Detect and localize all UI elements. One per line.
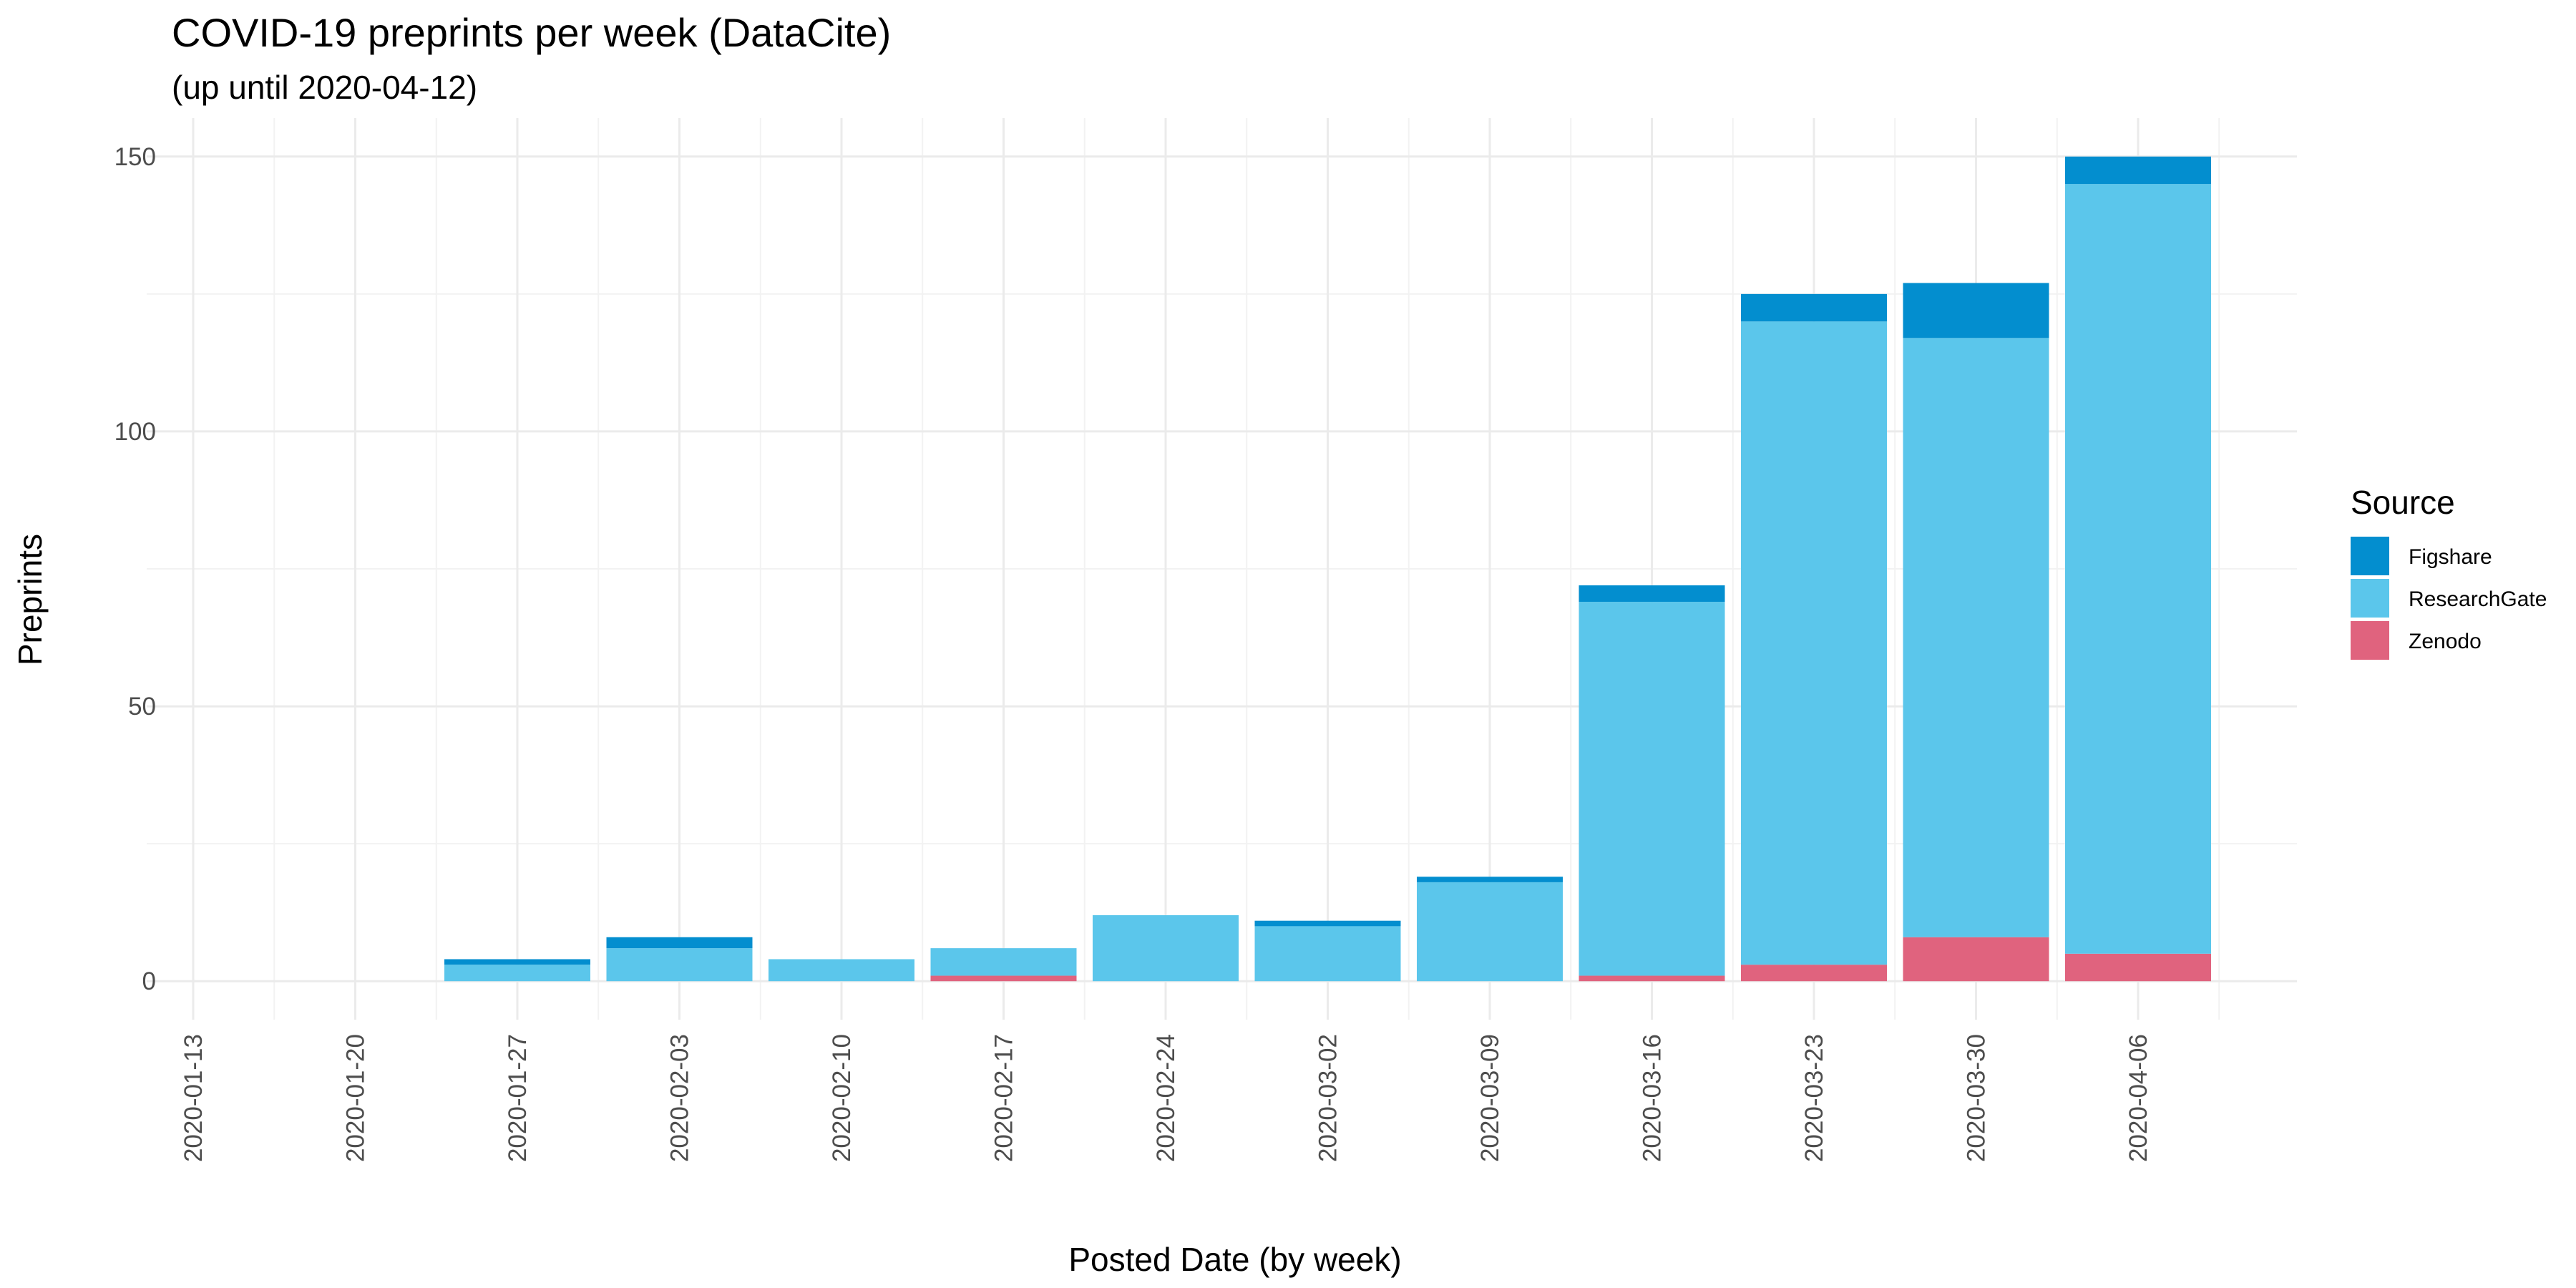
x-tick-label: 2020-01-13 (180, 1034, 208, 1162)
bar-researchgate-2020-03-16 (1579, 602, 1725, 976)
bar-researchgate-2020-02-03 (606, 948, 753, 982)
x-tick-label: 2020-03-16 (1639, 1034, 1667, 1162)
bar-researchgate-2020-03-09 (1417, 882, 1563, 982)
bar-figshare-2020-03-02 (1254, 920, 1401, 927)
x-tick-label: 2020-02-24 (1152, 1034, 1180, 1162)
chart-subtitle: (up until 2020-04-12) (172, 69, 477, 106)
bar-figshare-2020-03-09 (1417, 877, 1563, 882)
y-axis-ticks: 0 50 100 150 (114, 143, 156, 995)
bar-researchgate-2020-02-24 (1093, 915, 1239, 982)
y-tick-label: 50 (128, 693, 156, 721)
bar-figshare-2020-02-03 (606, 937, 753, 949)
y-axis-title: Preprints (11, 534, 49, 665)
bar-researchgate-2020-03-30 (1903, 338, 2049, 937)
bar-researchgate-2020-03-23 (1741, 321, 1887, 965)
bar-figshare-2020-04-06 (2065, 156, 2211, 185)
x-tick-label: 2020-03-02 (1314, 1034, 1342, 1162)
legend-label-figshare: Figshare (2409, 545, 2492, 569)
bar-zenodo-2020-02-17 (930, 975, 1077, 982)
legend-title: Source (2351, 484, 2455, 521)
bar-figshare-2020-01-27 (444, 959, 590, 965)
legend-swatch-figshare (2351, 537, 2389, 575)
x-tick-label: 2020-03-30 (1963, 1034, 1991, 1162)
bar-zenodo-2020-04-06 (2065, 953, 2211, 982)
bar-researchgate-2020-02-17 (930, 948, 1077, 976)
chart-title: COVID-19 preprints per week (DataCite) (172, 10, 891, 55)
legend-swatch-researchgate (2351, 579, 2389, 618)
bar-researchgate-2020-04-06 (2065, 184, 2211, 954)
x-axis-ticks: 2020-01-13 2020-01-20 2020-01-27 2020-02-03… (180, 1034, 2152, 1162)
x-tick-label: 2020-01-20 (342, 1034, 370, 1162)
bar-zenodo-2020-03-23 (1741, 965, 1887, 982)
y-tick-label: 0 (142, 967, 156, 995)
legend-label-zenodo: Zenodo (2409, 630, 2482, 653)
bar-zenodo-2020-03-30 (1903, 937, 2049, 982)
x-axis-title: Posted Date (by week) (1068, 1241, 1401, 1278)
bar-zenodo-2020-03-16 (1579, 975, 1725, 982)
bar-figshare-2020-03-30 (1903, 283, 2049, 338)
bar-figshare-2020-03-23 (1741, 293, 1887, 322)
legend: Source Figshare ResearchGate Zenodo (2351, 484, 2547, 660)
bar-researchgate-2020-02-10 (769, 959, 914, 982)
legend-swatch-zenodo (2351, 621, 2389, 660)
x-tick-label: 2020-01-27 (504, 1034, 532, 1162)
bar-researchgate-2020-01-27 (444, 965, 590, 982)
bars (444, 156, 2211, 982)
bar-figshare-2020-03-16 (1579, 585, 1725, 602)
grid-minor (147, 118, 2297, 1020)
x-tick-label: 2020-04-06 (2124, 1034, 2152, 1162)
y-tick-label: 150 (114, 143, 156, 171)
x-tick-label: 2020-02-17 (990, 1034, 1018, 1162)
x-tick-label: 2020-03-09 (1476, 1034, 1504, 1162)
x-tick-label: 2020-03-23 (1800, 1034, 1828, 1162)
x-tick-label: 2020-02-03 (666, 1034, 694, 1162)
x-tick-label: 2020-02-10 (828, 1034, 856, 1162)
bar-researchgate-2020-03-02 (1254, 926, 1401, 982)
legend-label-researchgate: ResearchGate (2409, 587, 2547, 611)
y-tick-label: 100 (114, 418, 156, 446)
